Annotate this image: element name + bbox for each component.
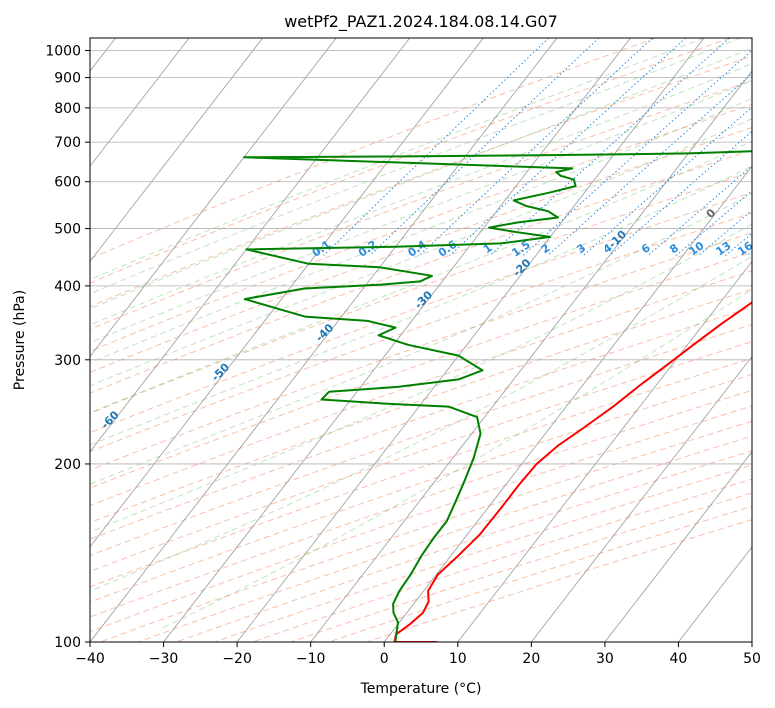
isotherm-line [90,38,337,358]
y-tick-label: 1000 [45,44,81,60]
dry-adiabat-line [90,212,752,453]
moist-adiabat-line [90,223,752,533]
isotherm-line [236,38,705,642]
moist-adiabat-line [90,63,752,326]
isotherm-line [310,70,752,642]
dry-adiabat-line [90,232,752,471]
x-tick-label: −20 [222,651,252,667]
sounding-series [243,150,752,642]
mixing-ratio-line [323,38,550,256]
dry-adiabat-line [90,341,752,572]
dry-adiabat-line [252,478,752,642]
dry-adiabat-line [90,288,752,524]
y-tick-label: 300 [54,353,81,369]
dry-adiabat-line [214,464,752,642]
y-tick-label: 600 [54,175,81,191]
x-tick-label: 40 [670,651,688,667]
x-tick-label: 30 [596,651,614,667]
moist-adiabat-line [159,289,752,630]
isotherm-line [90,38,190,167]
isotherm-line [163,38,631,642]
y-tick-label: 900 [54,71,81,87]
y-axis-label: Pressure (hPa) [12,290,28,390]
isotherm-line [90,38,263,263]
mixing-ratio-label: 16 [735,239,755,259]
dry-adiabat-line [90,251,752,489]
y-axis: 100 200 300 400 500 600 700 800 900 1000 [45,44,90,651]
mixing-ratio-line [489,38,730,256]
plot-frame [89,37,753,643]
mixing-ratio-line [582,106,752,256]
dry-adiabat-line [90,55,752,308]
isotherm-line [90,38,558,642]
moist-adiabat-line [90,38,741,295]
dewpoint-profile-line [243,150,752,642]
mixing-ratio-line [522,49,752,256]
x-tick-label: −30 [149,651,179,667]
dry-adiabat-line [366,519,752,642]
dry-adiabat-line [90,80,752,330]
y-tick-label: 200 [54,457,81,473]
x-axis-label: Temperature (°C) [360,681,482,697]
dry-adiabat-line [90,357,752,588]
x-tick-label: −40 [75,651,105,667]
dry-adiabats [90,38,752,642]
isotherm-line [383,165,752,642]
x-axis: −40 −30 −20 −10 0 10 20 30 40 50 [75,642,761,667]
x-tick-label: −10 [296,651,326,667]
x-tick-label: 10 [449,651,467,667]
dry-adiabat-line [90,306,752,540]
y-tick-label: 500 [54,222,81,238]
isotherm-line [90,38,411,453]
isotherm-line [90,38,484,548]
y-tick-label: 100 [54,635,81,651]
moist-adiabat-line [90,193,752,485]
temperature-profile-line [393,301,752,642]
dry-adiabat-line [90,324,752,557]
isotherm-line [457,260,752,642]
dry-adiabat-line [290,492,752,642]
dry-adiabat-line [90,191,752,434]
skewed-isotherms [90,38,752,642]
mixing-ratio-lines [323,38,752,256]
y-tick-label: 800 [54,101,81,117]
x-tick-label: 50 [743,651,761,667]
y-tick-label: 400 [54,279,81,295]
y-tick-label: 700 [54,135,81,151]
x-tick-label: 20 [522,651,540,667]
dry-adiabat-line [90,126,752,374]
mixing-ratio-line [449,38,687,256]
chart-title: wetPf2_PAZ1.2024.184.08.14.G07 [284,12,558,32]
mixing-ratio-line [647,165,752,256]
isobar-gridlines [90,50,752,642]
moist-adiabat-line [90,98,752,364]
x-tick-label: 0 [380,651,389,667]
dry-adiabat-line [90,38,731,284]
dry-adiabat-line [328,505,752,642]
isotherm-line [531,355,752,642]
dry-adiabat-line [90,373,752,603]
isotherm-line [604,451,752,642]
